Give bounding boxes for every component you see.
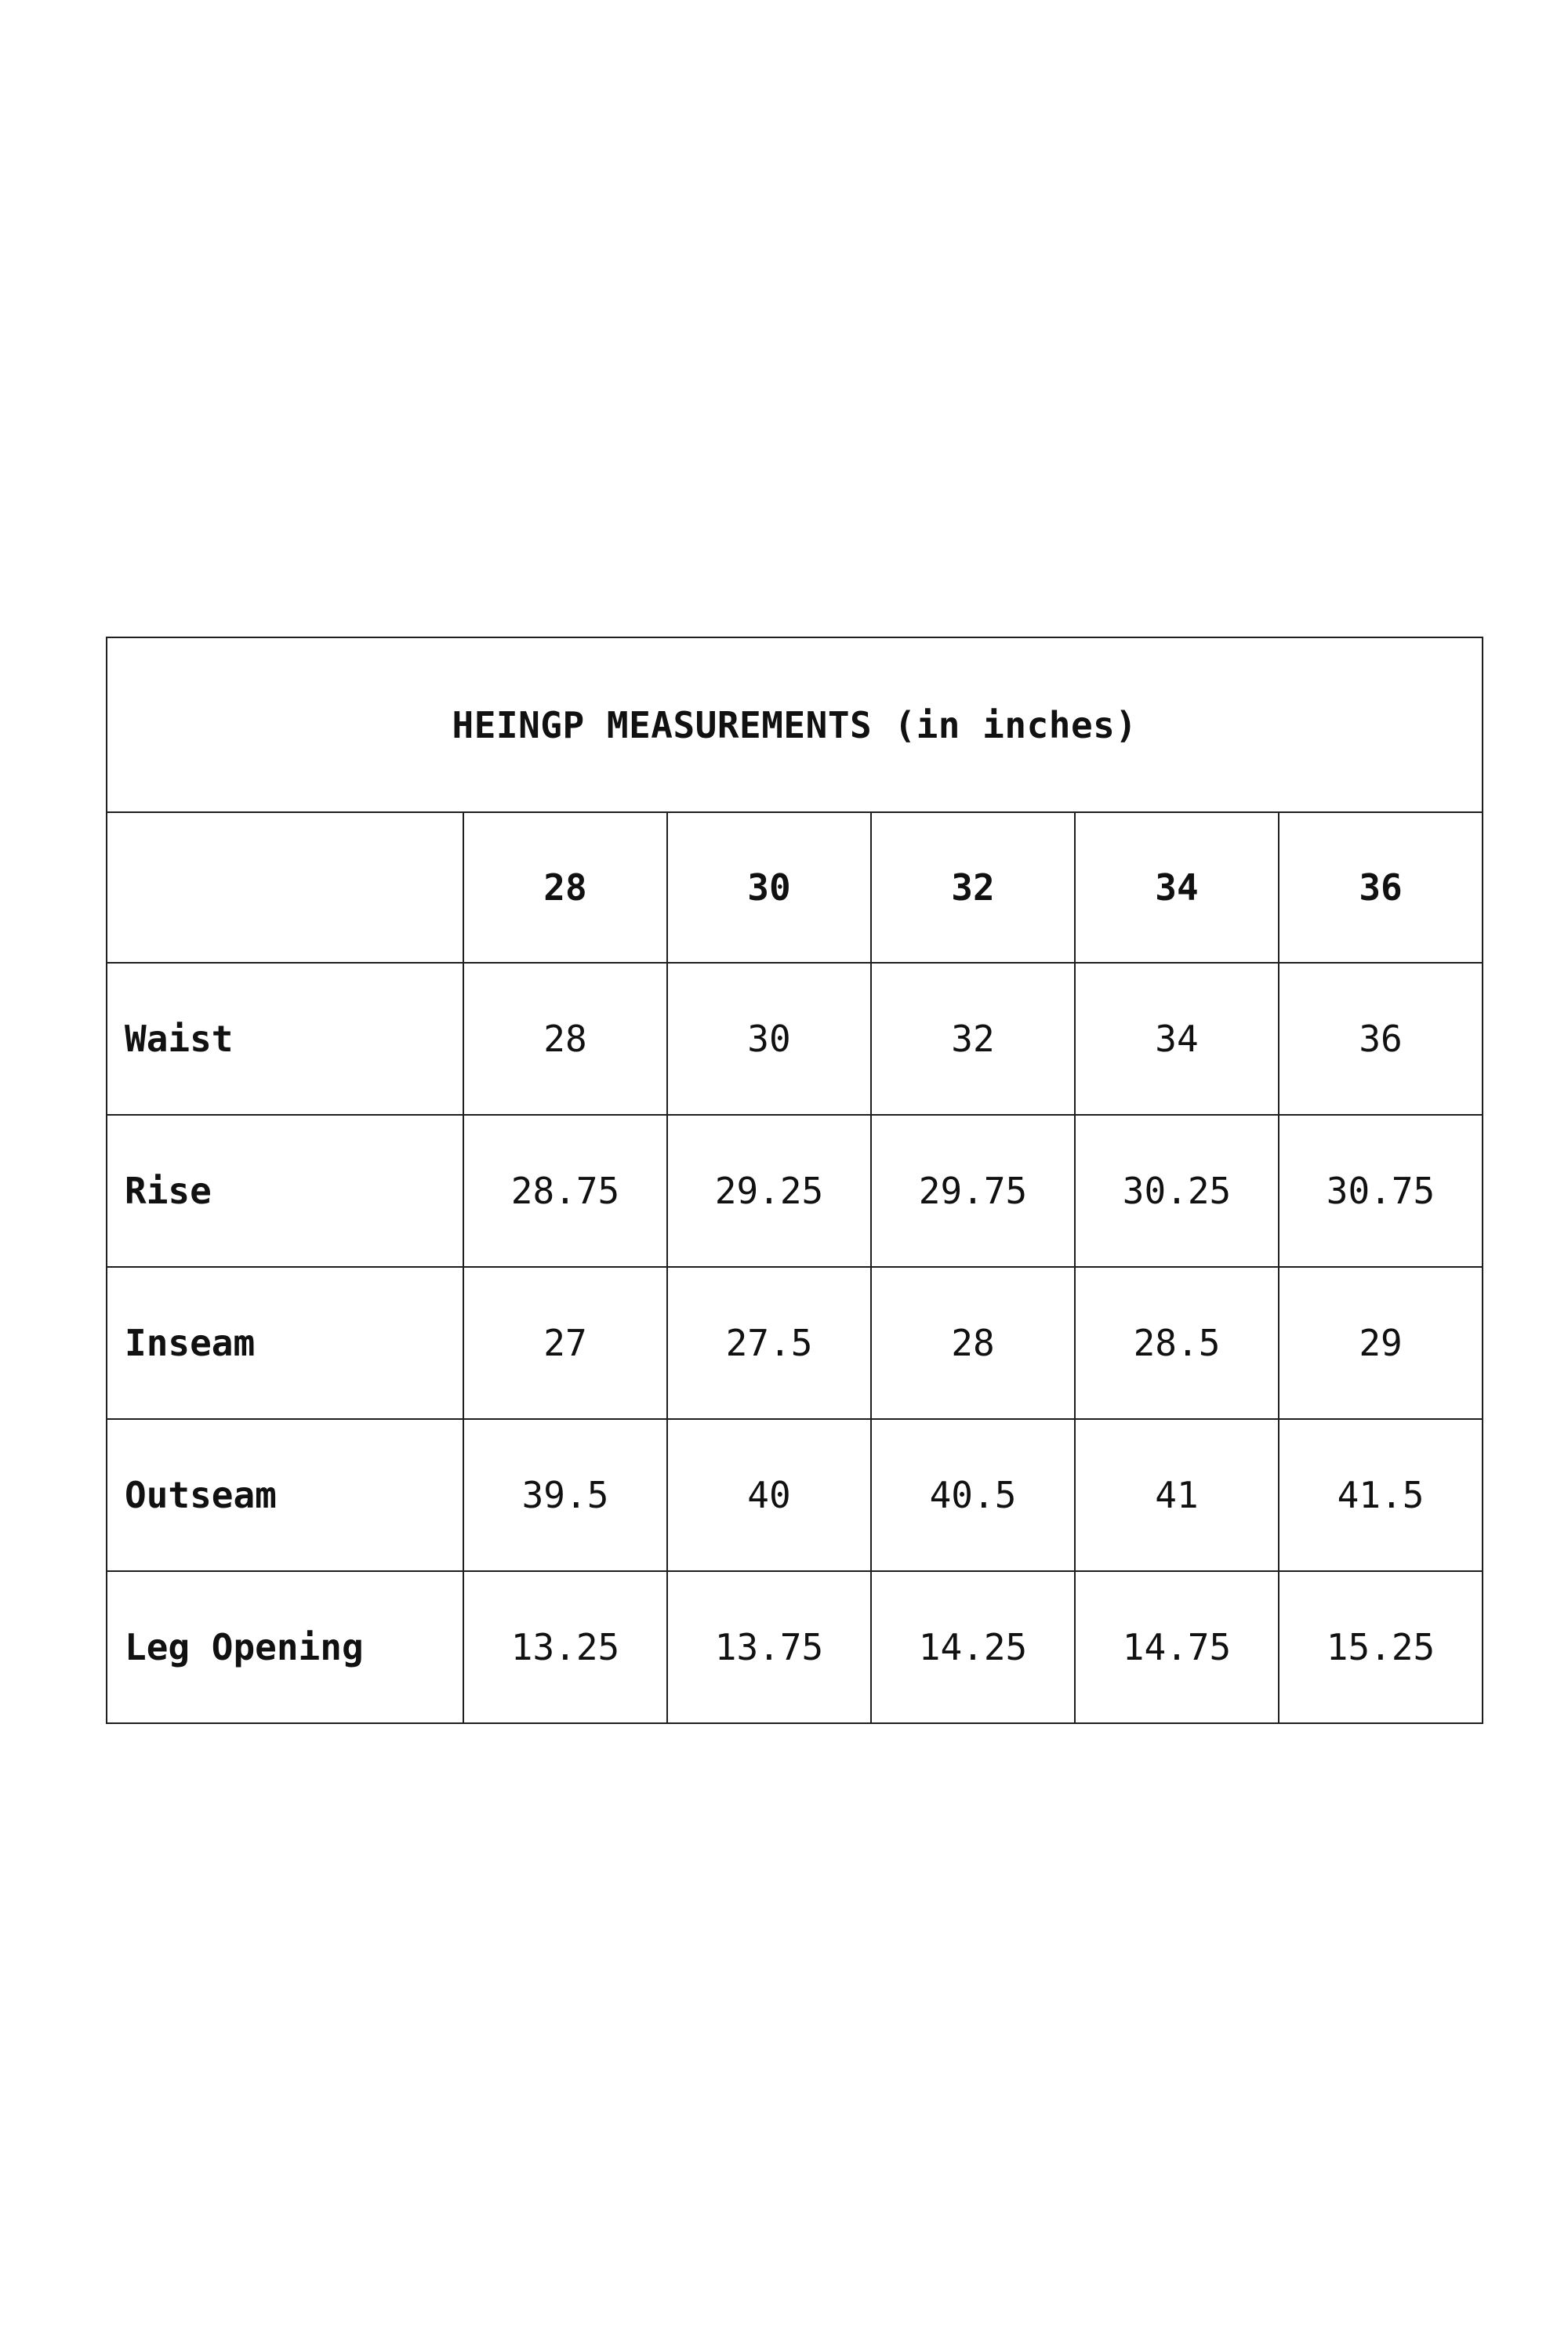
measurement-value: 27 — [463, 1266, 668, 1420]
table-row-outseam: Outseam 39.5 40 40.5 41 41.5 — [106, 1418, 1484, 1572]
measurement-value: 41.5 — [1277, 1418, 1484, 1572]
measurement-value: 30.75 — [1277, 1114, 1484, 1268]
measurement-value: 29.75 — [870, 1114, 1076, 1268]
measurement-value: 30.25 — [1074, 1114, 1279, 1268]
row-label-leg-opening: Leg Opening — [106, 1570, 464, 1724]
measurement-value: 15.25 — [1277, 1570, 1484, 1724]
table-row-waist: Waist 28 30 32 34 36 — [106, 962, 1484, 1116]
table-row-inseam: Inseam 27 27.5 28 28.5 29 — [106, 1266, 1484, 1420]
size-header-34: 34 — [1074, 811, 1279, 964]
measurement-value: 30 — [666, 962, 872, 1116]
measurement-value: 32 — [870, 962, 1076, 1116]
measurement-value: 40 — [666, 1418, 872, 1572]
size-header-32: 32 — [870, 811, 1076, 964]
size-header-28: 28 — [463, 811, 668, 964]
measurement-value: 28.5 — [1074, 1266, 1279, 1420]
size-header-row: 28 30 32 34 36 — [106, 811, 1484, 964]
table-row-leg-opening: Leg Opening 13.25 13.75 14.25 14.75 15.2… — [106, 1570, 1484, 1724]
table-title-row: HEINGP MEASUREMENTS (in inches) — [105, 637, 1484, 813]
measurement-value: 27.5 — [666, 1266, 872, 1420]
size-chart-table: HEINGP MEASUREMENTS (in inches) 28 30 32… — [105, 637, 1484, 1724]
row-label-outseam: Outseam — [106, 1418, 464, 1572]
measurement-value: 13.75 — [666, 1570, 872, 1724]
measurement-value: 13.25 — [463, 1570, 668, 1724]
measurement-value: 34 — [1074, 962, 1279, 1116]
row-label-waist: Waist — [106, 962, 464, 1116]
corner-cell — [106, 811, 464, 964]
measurement-value: 29 — [1277, 1266, 1484, 1420]
table-title: HEINGP MEASUREMENTS (in inches) — [105, 637, 1484, 813]
measurement-value: 39.5 — [463, 1418, 668, 1572]
measurement-value: 36 — [1277, 962, 1484, 1116]
measurement-value: 28 — [870, 1266, 1076, 1420]
measurement-value: 14.75 — [1074, 1570, 1279, 1724]
measurement-value: 28 — [463, 962, 668, 1116]
size-header-30: 30 — [666, 811, 872, 964]
measurement-value: 28.75 — [463, 1114, 668, 1268]
table-row-rise: Rise 28.75 29.25 29.75 30.25 30.75 — [106, 1114, 1484, 1268]
row-label-inseam: Inseam — [106, 1266, 464, 1420]
size-header-36: 36 — [1277, 811, 1484, 964]
row-label-rise: Rise — [106, 1114, 464, 1268]
measurement-value: 14.25 — [870, 1570, 1076, 1724]
measurement-value: 40.5 — [870, 1418, 1076, 1572]
measurement-value: 29.25 — [666, 1114, 872, 1268]
measurement-value: 41 — [1074, 1418, 1279, 1572]
